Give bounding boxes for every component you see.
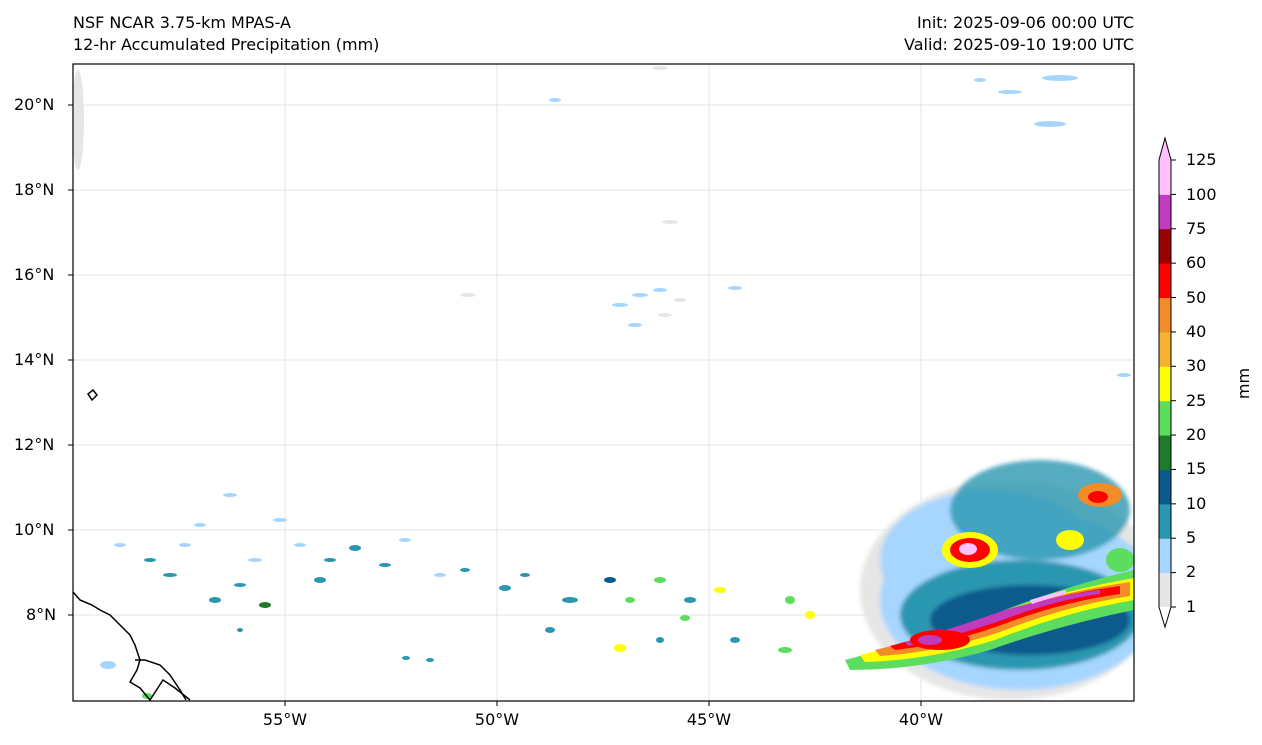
lat-label: 12°N [14, 435, 55, 454]
lat-label: 18°N [14, 180, 55, 199]
lat-label: 14°N [14, 350, 55, 369]
colorbar-tick-label: 1 [1186, 597, 1197, 616]
colorbar [1158, 136, 1176, 629]
lon-label: 55°W [262, 710, 308, 729]
map-border [72, 63, 1135, 702]
lat-label: 16°N [14, 265, 55, 284]
coastal-rain [73, 70, 152, 699]
colorbar-segment [1159, 228, 1171, 264]
colorbar-segment [1159, 400, 1171, 436]
colorbar-tick-label: 40 [1186, 322, 1207, 341]
colorbar-segment [1159, 263, 1171, 299]
upper-light-rain [460, 66, 1131, 377]
lon-label: 45°W [686, 710, 732, 729]
storm-heavy-band [845, 483, 1134, 670]
lat-label: 20°N [14, 95, 55, 114]
field-title: 12-hr Accumulated Precipitation (mm) [73, 35, 380, 54]
lat-label: 8°N [26, 605, 57, 624]
colorbar-tick-label: 10 [1186, 494, 1207, 513]
colorbar-segment [1159, 194, 1171, 230]
colorbar-tick-label: 30 [1186, 356, 1207, 375]
lon-label: 50°W [474, 710, 520, 729]
colorbar-segment [1159, 538, 1171, 574]
lat-label: 10°N [14, 520, 55, 539]
axis-ticks [68, 104, 922, 706]
colorbar-tick-label: 5 [1186, 528, 1197, 547]
colorbar-tick-label: 125 [1186, 150, 1217, 169]
init-time: Init: 2025-09-06 00:00 UTC [916, 13, 1134, 32]
colorbar-tick-label: 100 [1186, 185, 1217, 204]
colorbar-tick-label: 60 [1186, 253, 1207, 272]
colorbar-segment [1159, 297, 1171, 333]
colorbar-segment [1159, 503, 1171, 539]
colorbar-segment [1159, 331, 1171, 367]
valid-time: Valid: 2025-09-10 19:00 UTC [903, 35, 1134, 54]
model-title: NSF NCAR 3.75-km MPAS-A [73, 13, 291, 32]
scattered-showers [114, 493, 815, 662]
colorbar-segment [1159, 435, 1171, 470]
colorbar-segment [1159, 572, 1171, 608]
colorbar-segment [1159, 366, 1171, 402]
colorbar-tick-label: 75 [1186, 219, 1207, 238]
colorbar-tick-label: 20 [1186, 425, 1207, 444]
colorbar-extend-min [1159, 607, 1171, 627]
colorbar-extend-max [1159, 138, 1171, 160]
colorbar-tick-label: 50 [1186, 288, 1207, 307]
colorbar-tick-label: 25 [1186, 391, 1207, 410]
colorbar-tick-label: 2 [1186, 562, 1197, 581]
colorbar-segment [1159, 469, 1171, 505]
colorbar-segment [1159, 160, 1171, 195]
lon-label: 40°W [898, 710, 944, 729]
colorbar-unit-label: mm [1234, 367, 1254, 400]
coastline [73, 388, 191, 701]
colorbar-tick-label: 15 [1186, 459, 1207, 478]
precipitation-field [73, 66, 1134, 700]
